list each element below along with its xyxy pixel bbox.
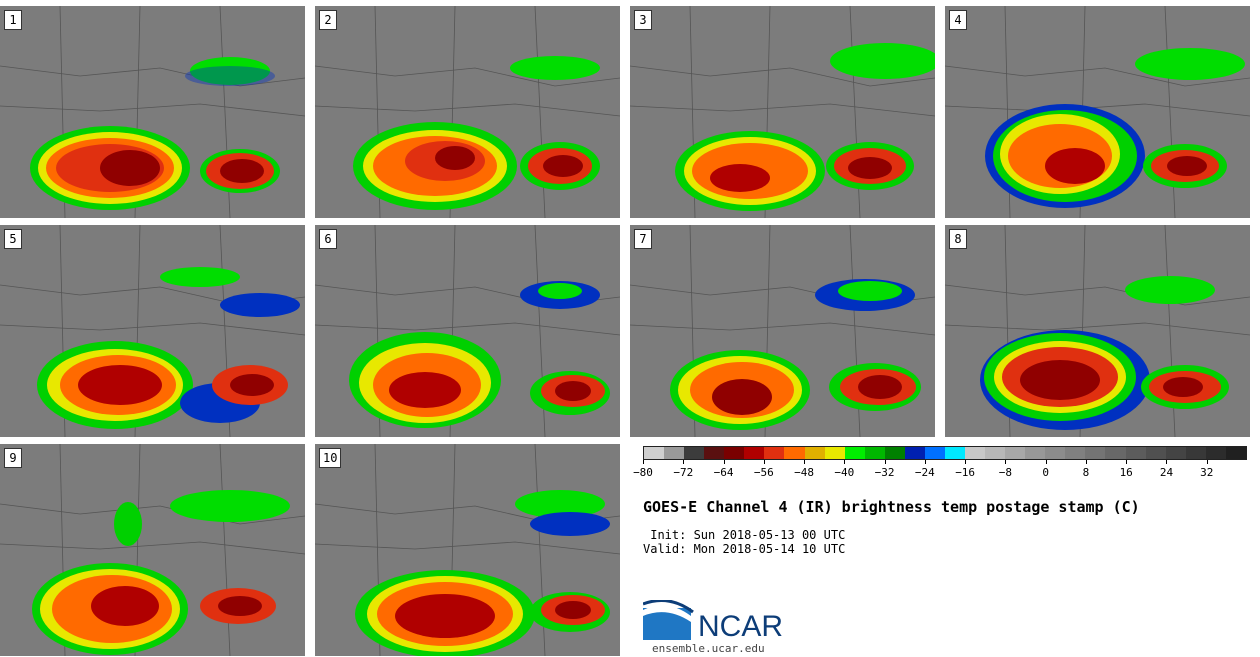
colorbar-tickmark: [924, 460, 926, 464]
colorbar-tickmark: [643, 460, 644, 464]
colorbar-swatch: [944, 447, 965, 459]
colorbar-swatch: [1045, 447, 1066, 459]
ir-map: [630, 225, 935, 437]
colorbar-tickmark: [1085, 460, 1087, 464]
colorbar-tickmark: [723, 460, 725, 464]
colorbar-swatch: [884, 447, 905, 459]
colorbar-tick-label: −8: [998, 466, 1013, 479]
ensemble-member-panel-3: 3: [630, 6, 935, 218]
panel-number: 1: [4, 10, 22, 30]
colorbar-tickmark: [1126, 460, 1128, 464]
colorbar-swatch: [864, 447, 885, 459]
panel-number: 7: [634, 229, 652, 249]
colorbar-swatch: [924, 447, 945, 459]
colorbar-tickmark: [804, 460, 806, 464]
panel-number: 9: [4, 448, 22, 468]
colorbar-swatch: [704, 447, 725, 459]
panel-number: 3: [634, 10, 652, 30]
ir-map: [315, 444, 620, 656]
panel-number: 8: [949, 229, 967, 249]
colorbar-swatch: [1025, 447, 1046, 459]
ensemble-member-panel-10: 10: [315, 444, 620, 656]
ir-map: [0, 6, 305, 218]
colorbar-tick-label: −40: [834, 466, 855, 479]
colorbar-swatch: [724, 447, 745, 459]
colorbar: [643, 446, 1247, 460]
valid-time: Valid: Mon 2018-05-14 10 UTC: [643, 542, 846, 556]
ncar-logo-icon: [643, 600, 694, 640]
colorbar-tickmark: [1045, 460, 1047, 464]
colorbar-swatch: [764, 447, 785, 459]
ensemble-member-panel-5: 5: [0, 225, 305, 437]
colorbar-swatch: [1185, 447, 1206, 459]
colorbar-swatch: [904, 447, 925, 459]
panel-number: 6: [319, 229, 337, 249]
colorbar-swatch: [1225, 447, 1246, 459]
colorbar-tickmark: [683, 460, 685, 464]
colorbar-tickmark: [884, 460, 886, 464]
colorbar-tick-label: −72: [673, 466, 694, 479]
colorbar-tickmark: [965, 460, 967, 464]
colorbar-tickmark: [763, 460, 765, 464]
ensemble-member-panel-7: 7: [630, 225, 935, 437]
colorbar-swatch: [1105, 447, 1126, 459]
colorbar-tickmark: [1005, 460, 1007, 464]
colorbar-swatch: [1085, 447, 1106, 459]
colorbar-tick-label: −24: [914, 466, 935, 479]
figure-title: GOES-E Channel 4 (IR) brightness temp po…: [643, 498, 1140, 516]
ensemble-member-panel-4: 4: [945, 6, 1250, 218]
ensemble-member-panel-2: 2: [315, 6, 620, 218]
colorbar-tick-label: 16: [1119, 466, 1133, 479]
ir-map: [315, 225, 620, 437]
ensemble-member-panel-9: 9: [0, 444, 305, 656]
colorbar-swatch: [965, 447, 986, 459]
ir-map: [945, 6, 1250, 218]
panel-number: 2: [319, 10, 337, 30]
colorbar-tick-label: −64: [713, 466, 734, 479]
ensemble-member-panel-6: 6: [315, 225, 620, 437]
colorbar-swatch: [744, 447, 765, 459]
colorbar-swatch: [804, 447, 825, 459]
colorbar-tickmark: [1206, 460, 1208, 464]
ncar-logo-text: NCAR: [698, 610, 784, 643]
colorbar-swatch: [824, 447, 845, 459]
init-time: Init: Sun 2018-05-13 00 UTC: [643, 528, 846, 542]
colorbar-tick-label: −56: [753, 466, 774, 479]
colorbar-tickmark: [844, 460, 846, 464]
colorbar-tick-label: 8: [1082, 466, 1090, 479]
colorbar-swatch: [684, 447, 705, 459]
ensemble-url: ensemble.ucar.edu: [652, 642, 765, 655]
colorbar-tick-label: 24: [1159, 466, 1174, 479]
colorbar-swatch: [1165, 447, 1186, 459]
colorbar-tick-label: −48: [794, 466, 814, 479]
colorbar-swatch: [844, 447, 865, 459]
colorbar-tickmark: [1166, 460, 1168, 464]
colorbar-tick-label: −32: [874, 466, 895, 479]
ir-map: [0, 225, 305, 437]
colorbar-tick-label: 0: [1042, 466, 1049, 479]
colorbar-swatch: [1205, 447, 1226, 459]
colorbar-tick-label: −80: [633, 466, 653, 479]
colorbar-swatch: [664, 447, 685, 459]
ir-map: [0, 444, 305, 656]
ensemble-member-panel-8: 8: [945, 225, 1250, 437]
colorbar-swatch: [1125, 447, 1146, 459]
colorbar-swatch: [1005, 447, 1026, 459]
colorbar-swatch: [784, 447, 805, 459]
ir-map: [630, 6, 935, 218]
colorbar-swatch: [985, 447, 1006, 459]
colorbar-swatch: [1145, 447, 1166, 459]
colorbar-swatch: [1065, 447, 1086, 459]
ir-map: [945, 225, 1250, 437]
panel-number: 5: [4, 229, 22, 249]
colorbar-tick-label: −16: [955, 466, 976, 479]
panel-number: 4: [949, 10, 967, 30]
colorbar-tick-label: 32: [1200, 466, 1214, 479]
ir-map: [315, 6, 620, 218]
colorbar-swatch: [644, 447, 665, 459]
panel-number: 10: [319, 448, 342, 468]
ensemble-member-panel-1: 1: [0, 6, 305, 218]
